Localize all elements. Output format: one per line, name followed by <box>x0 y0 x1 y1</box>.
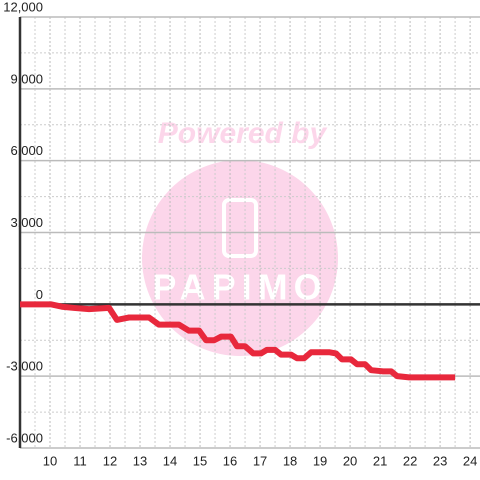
x-tick-label: 22 <box>403 453 417 468</box>
y-tick-label: 12,000 <box>3 0 43 14</box>
x-tick-label: 10 <box>43 453 57 468</box>
x-tick-label: 20 <box>343 453 357 468</box>
y-tick-label: -6,000 <box>6 430 43 445</box>
watermark: Powered by PAPIMO <box>142 117 338 356</box>
data-line <box>20 301 456 381</box>
x-tick-label: 13 <box>133 453 147 468</box>
x-tick-label: 19 <box>313 453 327 468</box>
x-tick-label: 21 <box>373 453 387 468</box>
x-tick-label: 14 <box>163 453 177 468</box>
y-tick-label: -3,000 <box>6 359 43 374</box>
x-tick-label: 17 <box>253 453 267 468</box>
y-tick-label: 0 <box>36 287 43 302</box>
y-tick-label: 3,000 <box>10 215 43 230</box>
x-tick-label: 23 <box>433 453 447 468</box>
y-tick-label: 9,000 <box>10 71 43 86</box>
x-tick-label: 12 <box>103 453 117 468</box>
x-tick-label: 16 <box>223 453 237 468</box>
x-tick-label: 15 <box>193 453 207 468</box>
watermark-text: Powered by <box>158 117 328 150</box>
watermark-text: PAPIMO <box>152 267 327 308</box>
watermark-icon <box>222 198 258 258</box>
x-tick-label: 18 <box>283 453 297 468</box>
y-tick-label: 6,000 <box>10 143 43 158</box>
x-tick-label: 24 <box>463 453 477 468</box>
x-tick-label: 11 <box>73 453 87 468</box>
